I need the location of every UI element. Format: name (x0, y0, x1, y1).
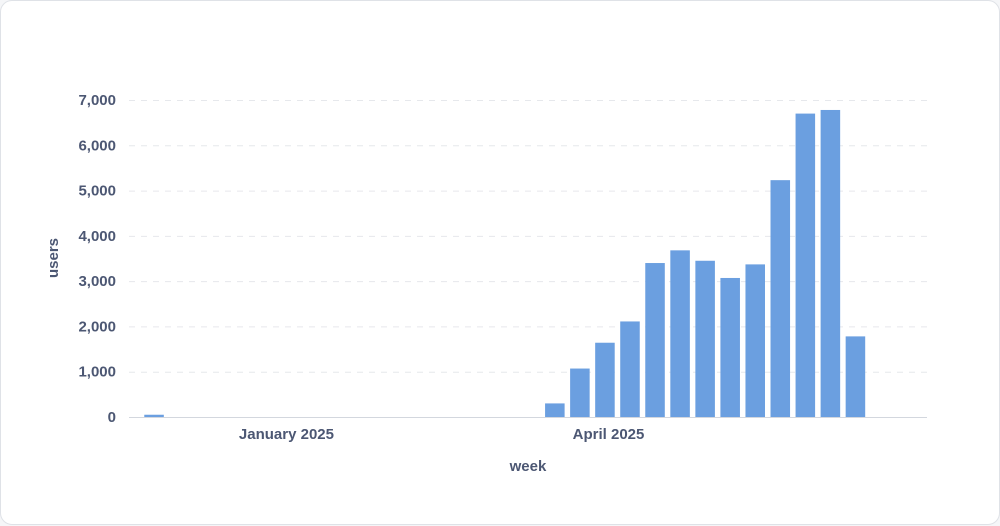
grid-lines (129, 100, 927, 373)
bar[interactable] (670, 250, 690, 417)
y-tick-label: 5,000 (78, 183, 116, 200)
bar[interactable] (545, 403, 565, 417)
y-tick-label: 7,000 (78, 92, 116, 109)
y-axis-title: users (45, 238, 62, 278)
bar[interactable] (770, 180, 791, 417)
y-tick-label: 3,000 (78, 273, 116, 290)
x-axis-title: week (509, 458, 547, 475)
bar[interactable] (820, 109, 841, 417)
y-tick-label: 1,000 (78, 364, 116, 381)
bar[interactable] (795, 113, 816, 417)
y-tick-label: 0 (108, 409, 116, 426)
bar[interactable] (620, 321, 640, 417)
bar[interactable] (695, 260, 715, 417)
bars (144, 109, 866, 417)
bar[interactable] (845, 336, 866, 417)
bar[interactable] (745, 264, 766, 417)
bar[interactable] (720, 277, 740, 417)
y-axis-ticks: 0 1,000 2,000 3,000 4,000 5,000 6,000 7,000 (78, 92, 116, 426)
x-tick-label: January 2025 (239, 426, 334, 443)
bar[interactable] (144, 414, 164, 417)
bar[interactable] (595, 342, 615, 417)
y-tick-label: 6,000 (78, 137, 116, 154)
x-tick-label: April 2025 (573, 426, 645, 443)
bar[interactable] (645, 263, 665, 417)
y-tick-label: 2,000 (78, 318, 116, 335)
bar[interactable] (570, 368, 590, 417)
x-axis-ticks: January 2025 April 2025 (239, 426, 644, 443)
y-tick-label: 4,000 (78, 228, 116, 245)
